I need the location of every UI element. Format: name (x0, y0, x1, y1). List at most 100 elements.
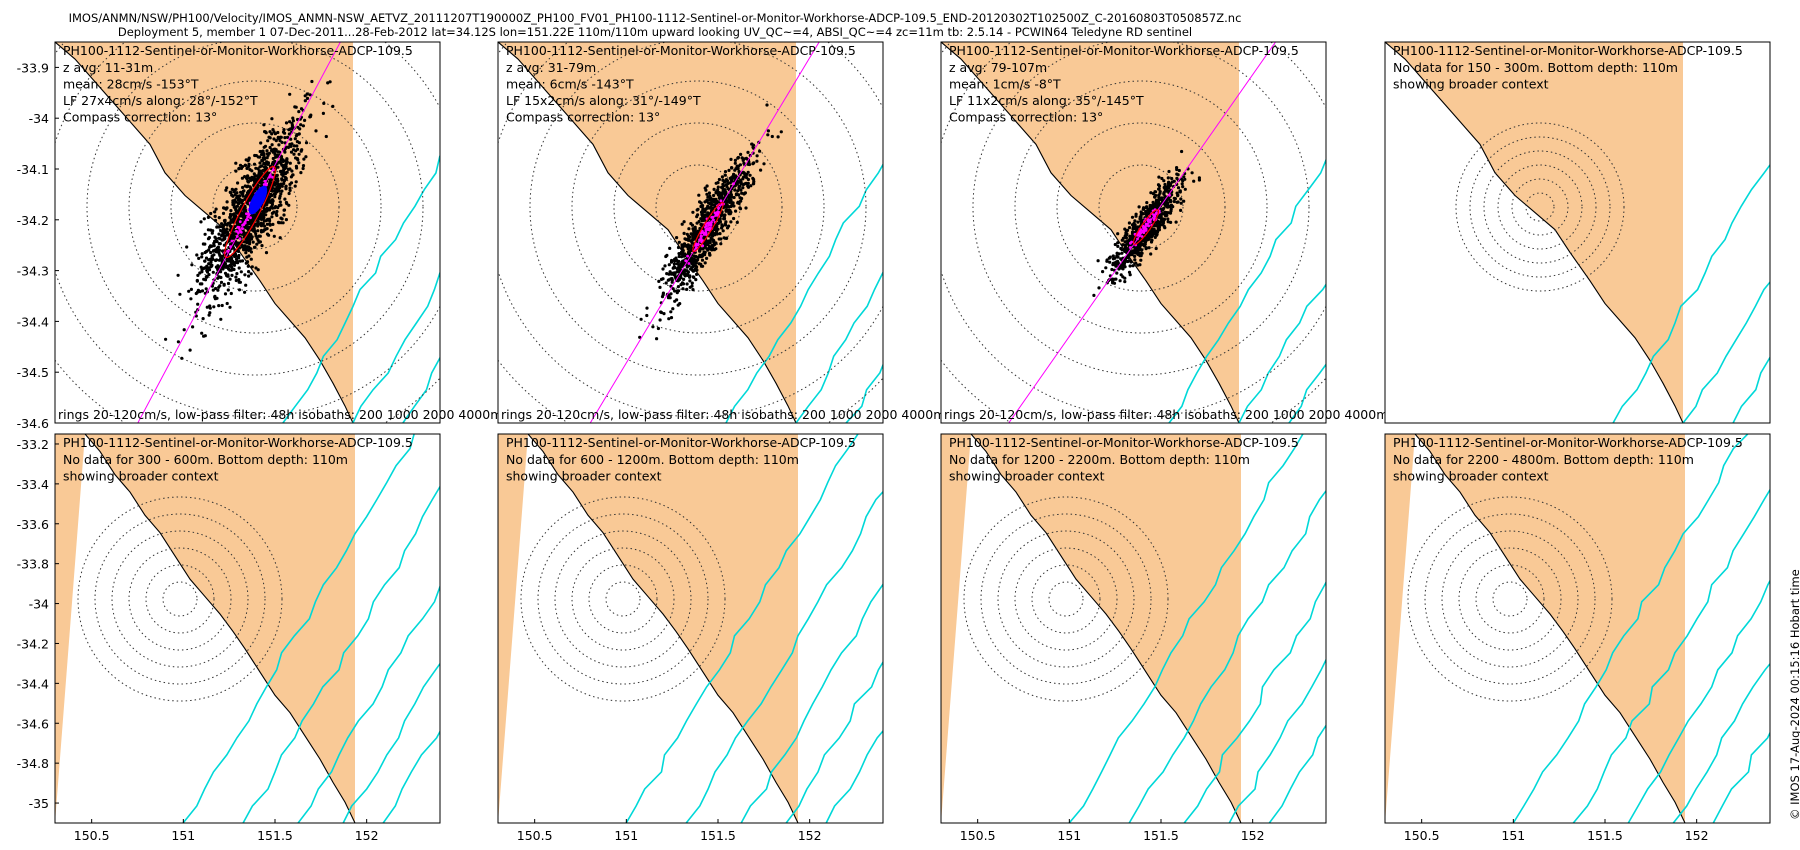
velocity-point (223, 292, 228, 296)
isobath-line (297, 584, 440, 823)
velocity-point (1179, 201, 1183, 205)
velocity-point (1121, 243, 1125, 247)
velocity-point (758, 149, 762, 153)
velocity-point (1177, 168, 1181, 173)
velocity-point (714, 201, 719, 205)
velocity-point (282, 208, 287, 212)
velocity-point (725, 226, 730, 230)
y-tick-label: -35 (29, 796, 49, 811)
axes-frame (940, 433, 1327, 824)
velocity-point (305, 92, 309, 96)
panel-info-line: Compass correction: 13° (63, 110, 217, 125)
velocity-point (202, 217, 206, 221)
lowpass-point (699, 234, 703, 238)
x-tick-label: 152 (1241, 828, 1265, 843)
velocity-point (208, 257, 212, 261)
velocity-point (687, 250, 691, 254)
velocity-point (256, 167, 260, 171)
velocity-point (1192, 179, 1196, 183)
lowpass-point (1168, 193, 1171, 197)
velocity-point (697, 193, 701, 197)
velocity-point (272, 192, 276, 196)
velocity-point (216, 288, 220, 292)
velocity-point (695, 221, 699, 225)
velocity-point (203, 259, 207, 263)
velocity-point (201, 317, 205, 321)
velocity-point (204, 256, 209, 260)
land-area (941, 434, 1241, 823)
velocity-point (239, 270, 243, 274)
velocity-point (1197, 178, 1201, 182)
velocity-point (689, 246, 693, 250)
velocity-point (731, 174, 735, 178)
velocity-point (1123, 227, 1127, 231)
velocity-point (659, 310, 664, 315)
velocity-point (294, 180, 298, 184)
velocity-point (269, 192, 273, 196)
velocity-point (1130, 215, 1135, 219)
velocity-point (176, 340, 180, 344)
velocity-point (1115, 254, 1119, 258)
velocity-point (219, 280, 224, 284)
velocity-point (258, 240, 262, 244)
velocity-point (266, 162, 270, 166)
velocity-point (203, 334, 207, 338)
velocity-point (720, 223, 724, 227)
lowpass-point (235, 229, 238, 233)
velocity-point (741, 170, 746, 174)
axes-frame (940, 41, 1327, 424)
velocity-point (208, 311, 212, 315)
velocity-point (1101, 270, 1105, 274)
velocity-point (667, 317, 671, 321)
velocity-point (696, 258, 700, 262)
velocity-point (699, 201, 703, 205)
velocity-point (217, 216, 221, 220)
velocity-point (734, 183, 738, 187)
velocity-point (321, 111, 325, 115)
velocity-point (755, 159, 759, 163)
x-tick-label: 150.5 (960, 828, 996, 843)
velocity-point (718, 232, 722, 236)
velocity-point (200, 252, 204, 256)
velocity-point (1110, 267, 1114, 272)
velocity-point (690, 257, 694, 261)
velocity-point (256, 222, 260, 226)
velocity-point (243, 163, 247, 167)
axes-frame (497, 433, 884, 824)
velocity-point (280, 189, 284, 193)
velocity-point (288, 186, 292, 190)
velocity-point (669, 310, 673, 314)
velocity-point (1124, 231, 1128, 235)
velocity-point (679, 250, 684, 254)
lowpass-point (694, 242, 698, 246)
velocity-point (691, 269, 696, 273)
panel-footer: rings 20-120cm/s, low-pass filter: 48h i… (944, 407, 1388, 422)
velocity-point (217, 275, 221, 279)
velocity-point (237, 198, 241, 202)
lf-ellipse (692, 201, 724, 253)
velocity-point (279, 192, 283, 196)
lowpass-point (714, 214, 718, 217)
panel-info-line: Compass correction: 13° (949, 110, 1103, 125)
velocity-point (739, 199, 743, 203)
velocity-point (765, 103, 769, 107)
velocity-point (685, 282, 689, 286)
isobath-line (1512, 434, 1749, 823)
velocity-point (246, 222, 250, 226)
velocity-point (243, 175, 247, 179)
velocity-point (722, 205, 727, 209)
velocity-point (236, 201, 241, 206)
velocity-point (234, 257, 238, 261)
velocity-point (264, 251, 269, 255)
panel-info-line: LF 11x2cm/s along: 35°/-145°T (949, 93, 1144, 108)
timestamp-credit: © IMOS 17-Aug-2024 00:15:16 Hobart time (1788, 569, 1800, 820)
velocity-point (1141, 207, 1146, 211)
velocity-point (736, 179, 740, 184)
velocity-point (708, 194, 712, 198)
velocity-point (698, 249, 702, 253)
velocity-point (214, 207, 218, 211)
velocity-point (700, 258, 705, 262)
velocity-point (738, 196, 742, 200)
velocity-point (200, 289, 205, 293)
velocity-point (700, 210, 704, 214)
